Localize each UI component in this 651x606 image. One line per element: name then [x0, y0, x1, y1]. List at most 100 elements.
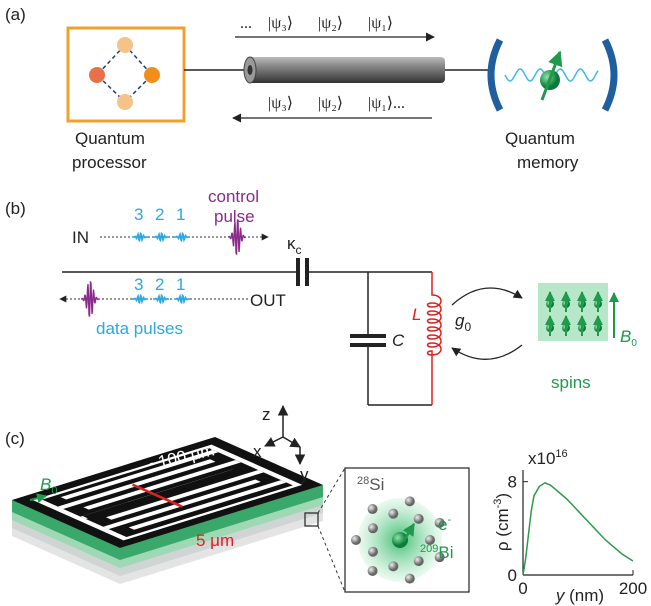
ket: |ψ₂⟩ — [318, 95, 343, 112]
memory-label: memory — [517, 153, 579, 172]
ket: |ψ₁⟩ — [368, 15, 393, 32]
coupling-arrow — [451, 344, 523, 360]
axes-triad-part — [264, 436, 284, 447]
x-tick-label: 0 — [518, 579, 527, 598]
finger — [103, 479, 261, 530]
spin-arrow — [540, 50, 563, 101]
chip-layer — [12, 485, 323, 568]
atom — [367, 546, 378, 557]
coupling-label: g0 — [455, 311, 471, 334]
pulse — [174, 231, 190, 243]
xlabel-unit: (nm) — [564, 586, 604, 605]
g: g — [455, 311, 465, 330]
control-label: control — [208, 187, 259, 206]
atom — [434, 552, 445, 563]
pulse-number: 1 — [176, 275, 185, 294]
atom — [434, 517, 445, 528]
mirror — [487, 38, 504, 112]
pulse-number: 1 — [176, 205, 185, 224]
qubit — [89, 67, 105, 83]
y-tick-label: 0 — [508, 566, 517, 585]
field-arrow — [29, 493, 47, 504]
x-tick-label: 200 — [619, 579, 647, 598]
in-label: IN — [72, 228, 89, 247]
finger — [106, 470, 264, 520]
processor-label: Quantum — [75, 129, 145, 148]
atom — [404, 573, 415, 584]
density-plot: 0 8 0 200 x1016 ρ (cm-3) y (nm) — [492, 448, 647, 605]
field-label: B0 — [620, 327, 637, 349]
atom — [388, 508, 399, 519]
axis-x: x — [253, 442, 262, 461]
ket: |ψ₁⟩... — [368, 95, 405, 112]
panel-label: (c) — [5, 429, 25, 448]
zoom-box — [304, 512, 319, 527]
coupling-arrow — [451, 287, 523, 306]
cable-core — [247, 65, 253, 75]
axis-y: y — [300, 465, 309, 484]
finger — [60, 449, 219, 500]
atom — [367, 504, 378, 515]
xlabel-var: y — [555, 586, 566, 605]
spin-arrow — [401, 522, 416, 543]
y-axis-label: ρ (cm-3) — [492, 493, 512, 551]
panel-a: (a) ... |ψ₃⟩ |ψ₂⟩ |ψ₁⟩ |ψ₃⟩ |ψ₂⟩ |ψ₁⟩...… — [5, 5, 618, 172]
b: B — [40, 475, 51, 494]
multiplier: x1016 — [528, 448, 568, 468]
finger — [128, 480, 287, 530]
spin-arrows — [545, 291, 603, 336]
ylabel-exp: -3 — [492, 499, 504, 509]
kappa-sub: c — [296, 243, 302, 257]
atom — [367, 565, 378, 576]
e: e — [438, 515, 447, 534]
element: Si — [369, 475, 384, 494]
panel-label: (b) — [5, 199, 26, 218]
g-sub: 0 — [464, 320, 471, 334]
circuit — [62, 258, 432, 406]
pulse — [174, 293, 190, 305]
b-sub: 0 — [631, 338, 637, 349]
chip-layer — [12, 485, 323, 560]
cable — [248, 57, 445, 83]
kappa: κ — [287, 234, 296, 253]
axis-z: z — [262, 405, 271, 424]
pulse-number: 2 — [155, 275, 164, 294]
pulse — [153, 293, 169, 305]
processor-label: processor — [72, 153, 147, 172]
y-tick-label: 8 — [508, 473, 517, 492]
panel-label: (a) — [5, 5, 26, 24]
memory-label: Quantum — [505, 129, 575, 148]
pulse — [132, 293, 148, 305]
spins-label: spins — [551, 373, 591, 392]
qubit — [117, 37, 133, 53]
bi-label: 209Bi — [420, 543, 453, 562]
isotope: 209 — [420, 543, 438, 555]
kappa-label: κc — [287, 234, 302, 257]
electron-label: e- — [438, 514, 451, 534]
ket: |ψ₃⟩ — [268, 15, 293, 32]
pulse — [132, 231, 148, 243]
ellipsis: ... — [240, 15, 252, 32]
panel-c: (c) z x y B0 ~100 μm 5 μm 28Si e- 209Bi … — [5, 404, 647, 605]
atom — [404, 496, 415, 507]
atom — [425, 535, 435, 545]
inductor — [426, 272, 442, 405]
inductor-label: L — [412, 305, 421, 324]
b-sub: 0 — [51, 485, 57, 497]
zoom-line — [317, 525, 346, 593]
si-label: 28Si — [357, 475, 384, 494]
pulse-number: 3 — [134, 205, 143, 224]
atom — [367, 523, 378, 534]
ylabel-end: ) — [493, 493, 512, 499]
lattice — [351, 496, 445, 584]
pulses — [80, 219, 247, 317]
pulse-number: 3 — [134, 275, 143, 294]
element: Bi — [438, 543, 453, 562]
width-label: 5 μm — [196, 531, 234, 550]
pulse — [153, 231, 169, 243]
mirror — [601, 38, 618, 112]
x-axis-label: y (nm) — [555, 586, 604, 605]
control-label: pulse — [214, 207, 255, 226]
pulse — [80, 281, 100, 317]
